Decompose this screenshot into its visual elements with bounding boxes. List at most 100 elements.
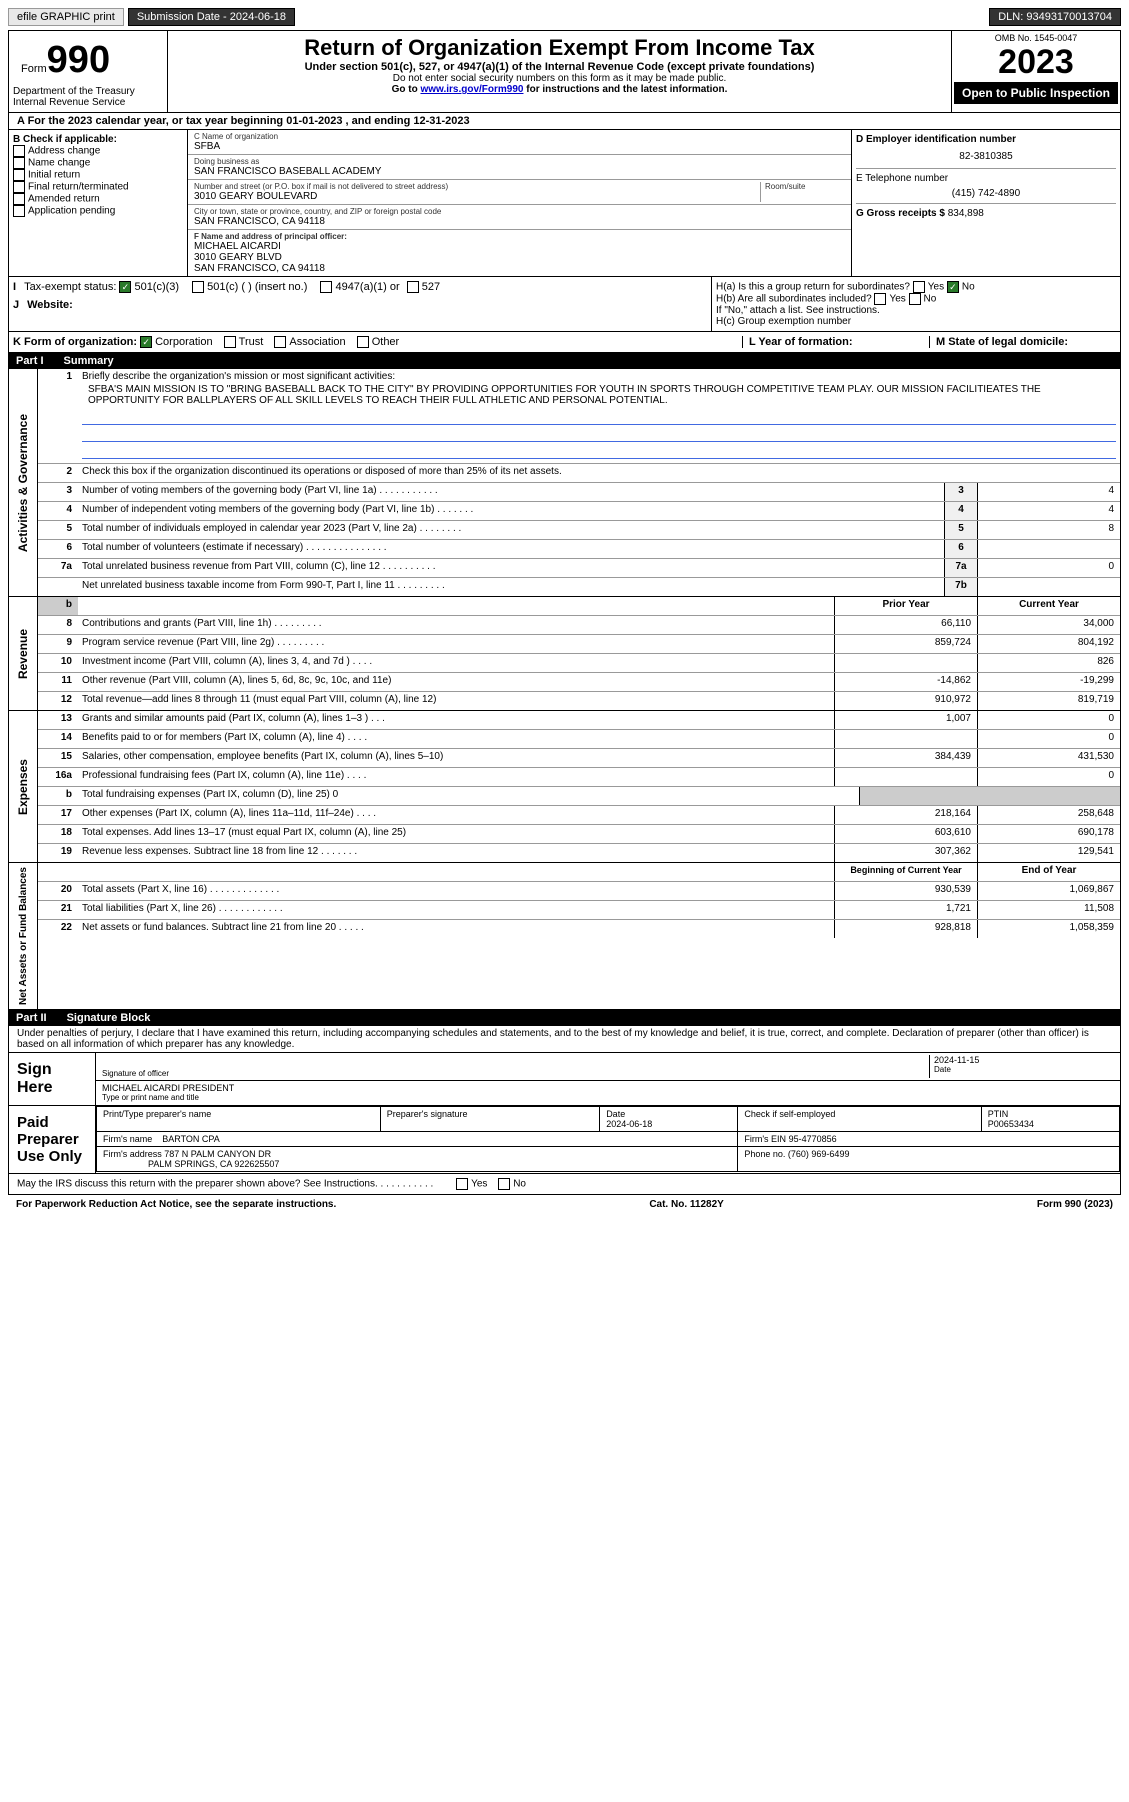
current-value: 129,541	[977, 844, 1120, 862]
line-number: 19	[38, 844, 78, 862]
k-other-box[interactable]	[357, 336, 369, 348]
checkbox-final-return[interactable]: Final return/terminated	[13, 181, 183, 193]
sig-date-label: Date	[934, 1065, 1114, 1074]
hb-no-box[interactable]	[909, 293, 921, 305]
current-value: 11,508	[977, 901, 1120, 919]
org-name: SFBA	[194, 141, 845, 152]
sig-officer-label: Signature of officer	[102, 1069, 929, 1078]
shaded-cell	[859, 787, 1120, 805]
current-value: 1,069,867	[977, 882, 1120, 900]
omb-number: OMB No. 1545-0047	[954, 33, 1118, 43]
city-label: City or town, state or province, country…	[194, 207, 845, 216]
table-row: 14Benefits paid to or for members (Part …	[38, 730, 1120, 749]
footer-mid: Cat. No. 11282Y	[649, 1199, 723, 1210]
current-year-hdr: Current Year	[977, 597, 1120, 615]
checkbox-pending[interactable]: Application pending	[13, 205, 183, 217]
col-d: D Employer identification number 82-3810…	[851, 130, 1120, 276]
dln-value: 93493170013704	[1026, 11, 1112, 23]
tel-value: (415) 742-4890	[856, 184, 1116, 203]
current-value: 34,000	[977, 616, 1120, 634]
part2-title: Signature Block	[67, 1012, 151, 1024]
line-number: 14	[38, 730, 78, 748]
dept-treasury: Department of the Treasury	[13, 86, 163, 97]
goto-prefix: Go to	[392, 84, 421, 95]
line-text: Total liabilities (Part X, line 26) . . …	[78, 901, 834, 919]
l5-value: 8	[977, 521, 1120, 539]
table-row: 18Total expenses. Add lines 13–17 (must …	[38, 825, 1120, 844]
k-corp: Corporation	[155, 336, 212, 348]
opt-final: Final return/terminated	[28, 182, 129, 193]
firm-addr-label: Firm's address	[103, 1149, 162, 1159]
l-label: L Year of formation:	[749, 336, 853, 348]
col-c: C Name of organizationSFBA Doing busines…	[188, 130, 851, 276]
sig-date: 2024-11-15	[934, 1055, 1114, 1065]
subdate-value: 2024-06-18	[230, 11, 286, 23]
checkbox-address-change[interactable]: Address change	[13, 145, 183, 157]
line-number: 17	[38, 806, 78, 824]
beg-year-hdr: Beginning of Current Year	[834, 863, 977, 881]
discuss-no-box[interactable]	[498, 1178, 510, 1190]
prep-sig-hdr: Preparer's signature	[380, 1107, 599, 1132]
l2-text: Check this box if the organization disco…	[78, 464, 1120, 482]
goto-link[interactable]: www.irs.gov/Form990	[420, 84, 523, 95]
ha-no-box[interactable]	[947, 281, 959, 293]
phone-value: (760) 969-6499	[788, 1149, 850, 1159]
k-assoc-box[interactable]	[274, 336, 286, 348]
checkbox-initial-return[interactable]: Initial return	[13, 169, 183, 181]
submission-date: Submission Date - 2024-06-18	[128, 8, 295, 26]
prior-value	[834, 654, 977, 672]
period-begin: 01-01-2023	[286, 115, 342, 127]
opt-501c: 501(c) ( ) (insert no.)	[207, 281, 307, 293]
org-name-label: C Name of organization	[194, 132, 845, 141]
line-text: Grants and similar amounts paid (Part IX…	[78, 711, 834, 729]
tax-exempt-label: Tax-exempt status:	[24, 281, 116, 293]
table-row: 20Total assets (Part X, line 16) . . . .…	[38, 882, 1120, 901]
firm-ein-label: Firm's EIN	[744, 1134, 786, 1144]
part1-label: Part I	[16, 355, 44, 367]
k-corp-box[interactable]	[140, 336, 152, 348]
officer-street: 3010 GEARY BLVD	[194, 252, 845, 263]
gross-value: 834,898	[948, 208, 984, 219]
preparer-table: Print/Type preparer's namePreparer's sig…	[96, 1106, 1120, 1172]
ha-yes-box[interactable]	[913, 281, 925, 293]
line-text: Total assets (Part X, line 16) . . . . .…	[78, 882, 834, 900]
discuss-text: May the IRS discuss this return with the…	[17, 1179, 433, 1190]
line-text: Salaries, other compensation, employee b…	[78, 749, 834, 767]
table-row: 13Grants and similar amounts paid (Part …	[38, 711, 1120, 730]
side-netassets: Net Assets or Fund Balances	[16, 863, 31, 1009]
period-label: A For the 2023 calendar year, or tax yea…	[17, 115, 286, 127]
tax-year: 2023	[954, 43, 1118, 82]
opt-address: Address change	[28, 146, 100, 157]
line-text: Total expenses. Add lines 13–17 (must eq…	[78, 825, 834, 843]
row-a: A For the 2023 calendar year, or tax yea…	[8, 113, 1121, 130]
discuss-yes-box[interactable]	[456, 1178, 468, 1190]
prior-value	[834, 768, 977, 786]
table-row: 15Salaries, other compensation, employee…	[38, 749, 1120, 768]
checkbox-name-change[interactable]: Name change	[13, 157, 183, 169]
line-text: Total revenue—add lines 8 through 11 (mu…	[78, 692, 834, 710]
hb-no: No	[924, 294, 937, 305]
table-row: 11Other revenue (Part VIII, column (A), …	[38, 673, 1120, 692]
end-year-hdr: End of Year	[977, 863, 1120, 881]
irs-label: Internal Revenue Service	[13, 97, 163, 108]
current-value: 0	[977, 711, 1120, 729]
hb-yes-box[interactable]	[874, 293, 886, 305]
netassets-block: Net Assets or Fund Balances Beginning of…	[8, 863, 1121, 1010]
prior-value: 384,439	[834, 749, 977, 767]
checkbox-amended[interactable]: Amended return	[13, 193, 183, 205]
side-governance: Activities & Governance	[14, 410, 32, 556]
sig-type-label: Type or print name and title	[102, 1093, 1114, 1102]
checkbox-501c[interactable]	[192, 281, 204, 293]
part1-header: Part ISummary	[8, 353, 1121, 369]
checkbox-527[interactable]	[407, 281, 419, 293]
checkbox-501c3[interactable]	[119, 281, 131, 293]
dba-value: SAN FRANCISCO BASEBALL ACADEMY	[194, 166, 845, 177]
perjury-text: Under penalties of perjury, I declare th…	[8, 1026, 1121, 1053]
current-value: 0	[977, 730, 1120, 748]
period-end: 12-31-2023	[413, 115, 469, 127]
k-trust-box[interactable]	[224, 336, 236, 348]
check-self-employed: Check if self-employed	[738, 1107, 981, 1132]
checkbox-4947[interactable]	[320, 281, 332, 293]
prep-name-hdr: Print/Type preparer's name	[97, 1107, 381, 1132]
efile-badge: efile GRAPHIC print	[8, 8, 124, 26]
